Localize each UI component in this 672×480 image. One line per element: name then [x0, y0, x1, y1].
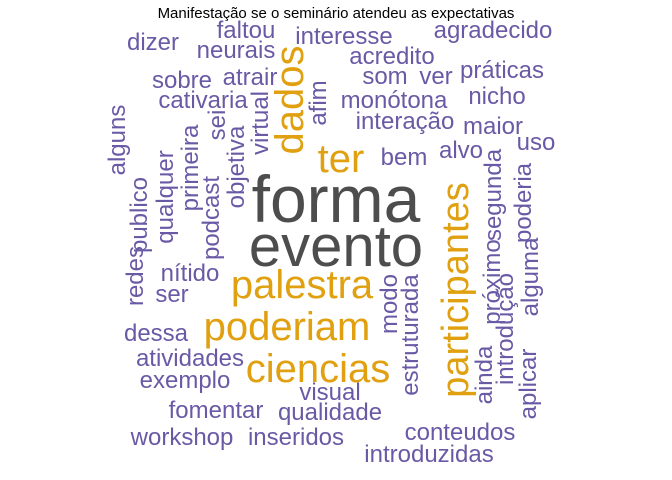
word-qualquer: qualquer [152, 150, 179, 243]
word-palestra: palestra [231, 263, 374, 307]
word-praticas: práticas [460, 57, 544, 84]
word-redes: redes [122, 246, 149, 306]
word-participantes: participantes [435, 182, 477, 397]
word-introduzidas: introduzidas [364, 441, 493, 468]
word-neurais: neurais [197, 37, 276, 64]
word-objetiva: objetiva [223, 125, 250, 208]
word-atividades: atividades [136, 345, 244, 372]
word-introducao: introdução [492, 273, 519, 385]
word-alguma: alguma [517, 237, 544, 316]
word-segunda: segunda [480, 148, 507, 241]
chart-title: Manifestação se o seminário atendeu as e… [158, 5, 515, 22]
word-dessa: dessa [124, 320, 189, 347]
word-ver: ver [419, 63, 452, 90]
word-conteudos: conteudos [405, 419, 516, 446]
word-aplicar: aplicar [515, 349, 542, 420]
word-uso: uso [517, 129, 556, 156]
word-exemplo: exemplo [140, 367, 231, 394]
word-dados: dados [268, 46, 312, 155]
word-modo: modo [376, 274, 403, 334]
word-primeira: primeira [177, 124, 204, 211]
word-monotona: monótona [341, 87, 448, 114]
word-poderiam: poderiam [204, 305, 371, 349]
word-podcast: podcast [198, 176, 225, 260]
word-proximo: próximo [479, 239, 506, 324]
word-dizer: dizer [127, 29, 179, 56]
word-virtual: virtual [247, 91, 274, 155]
word-alguns: alguns [104, 105, 131, 176]
word-maior: maior [463, 113, 523, 140]
word-nitido: nítido [161, 260, 220, 287]
word-agradecido: agradecido [434, 17, 553, 44]
word-ciencias: ciencias [246, 347, 391, 391]
word-evento: evento [249, 214, 423, 279]
word-publico: publico [126, 177, 153, 253]
word-inseridos: inseridos [248, 424, 344, 451]
word-nicho: nicho [468, 83, 525, 110]
word-estruturada: estruturada [397, 274, 424, 396]
word-faltou: faltou [217, 17, 276, 44]
word-ter: ter [318, 137, 365, 181]
word-sei: sei [204, 110, 231, 141]
word-workshop: workshop [130, 424, 234, 451]
word-cativaria: cativaria [158, 87, 248, 114]
word-qualidade: qualidade [278, 399, 382, 426]
word-afim: afim [305, 80, 332, 125]
word-alvo: alvo [439, 137, 483, 164]
word-interacao: interação [356, 108, 455, 135]
word-interesse: interesse [295, 23, 392, 50]
word-forma: forma [252, 162, 421, 236]
word-poderia: poderia [510, 162, 537, 243]
word-atrair: atrair [223, 64, 278, 91]
word-fomentar: fomentar [169, 397, 264, 424]
word-som: som [362, 63, 407, 90]
word-visual: visual [299, 379, 360, 406]
word-sobre: sobre [152, 67, 212, 94]
word-ainda: ainda [471, 345, 498, 404]
word-ser: ser [155, 281, 188, 308]
word-bem: bem [381, 144, 428, 171]
word-acredito: acredito [349, 43, 434, 70]
